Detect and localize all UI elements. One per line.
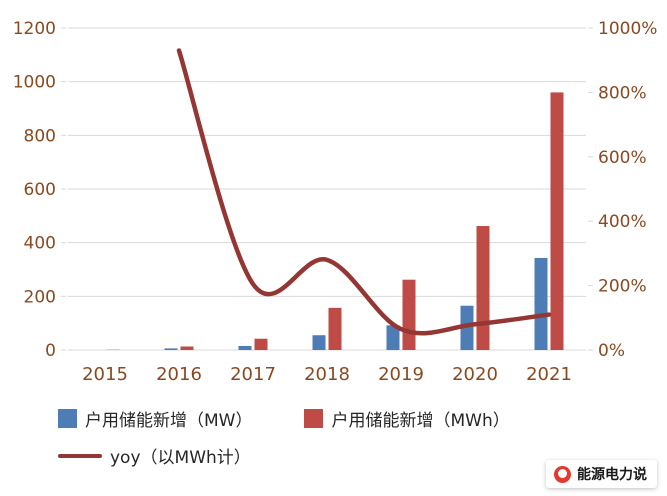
legend-label-mwh: 户用储能新增（MWh） bbox=[331, 411, 510, 431]
left-axis-tick-label: 200 bbox=[24, 287, 56, 307]
yoy-line bbox=[176, 48, 552, 336]
bar-mw bbox=[164, 348, 178, 350]
legend-row-bars: 户用储能新增（MW） 户用储能新增（MWh） bbox=[58, 406, 510, 431]
bar-mw bbox=[460, 305, 474, 350]
x-axis-label: 2018 bbox=[304, 364, 350, 385]
x-axis-label: 2015 bbox=[82, 364, 128, 385]
left-axis-tick-label: 800 bbox=[24, 126, 56, 146]
x-axis-label: 2020 bbox=[452, 364, 498, 385]
brand-name: 能源电力说 bbox=[577, 467, 647, 483]
legend-label-yoy: yoy（以MWh计） bbox=[110, 448, 251, 468]
right-axis-tick-label: 200% bbox=[598, 277, 647, 297]
left-axis-tick-label: 0 bbox=[45, 341, 56, 361]
chart-legend: 户用储能新增（MW） 户用储能新增（MWh） yoy（以MWh计） bbox=[58, 406, 510, 468]
brand-logo-icon bbox=[554, 465, 571, 483]
legend-label-mw: 户用储能新增（MW） bbox=[85, 411, 253, 431]
bar-mwh bbox=[550, 92, 564, 351]
legend-row-line: yoy（以MWh计） bbox=[58, 443, 510, 468]
legend-swatch-mwh-bar bbox=[304, 409, 324, 428]
legend-swatch-yoy-line bbox=[58, 453, 102, 458]
bar-mwh bbox=[328, 307, 342, 350]
legend-swatch-mw-bar bbox=[58, 409, 77, 428]
combo-chart: 0 200 400 600 800 1000 1200 0% 200% 400% 600% 800% 1… bbox=[13, 19, 658, 385]
legend-item-mw: 户用储能新增（MW） bbox=[58, 406, 252, 431]
right-axis-tick-label: 400% bbox=[598, 212, 647, 232]
bar-mwh bbox=[402, 279, 416, 350]
brand-watermark: 能源电力说 bbox=[546, 460, 657, 488]
legend-item-yoy: yoy（以MWh计） bbox=[58, 443, 251, 468]
right-axis-tick-label: 600% bbox=[598, 148, 647, 168]
bar-mw bbox=[534, 257, 548, 350]
right-axis-tick-label: 800% bbox=[598, 83, 647, 103]
left-axis-tick-label: 400 bbox=[24, 234, 56, 254]
left-axis-tick-label: 600 bbox=[24, 180, 56, 200]
left-axis-tick-label: 1000 bbox=[13, 73, 56, 93]
bar-mwh bbox=[476, 226, 490, 350]
bar-mwh bbox=[254, 338, 268, 350]
bar-mw bbox=[238, 345, 252, 350]
left-axis-tick-label: 1200 bbox=[13, 19, 56, 39]
x-axis-label: 2019 bbox=[378, 364, 424, 385]
bar-mwh bbox=[180, 346, 194, 350]
x-axis-label: 2021 bbox=[526, 364, 572, 385]
right-axis-tick-label: 1000% bbox=[598, 19, 657, 39]
bar-mw bbox=[312, 335, 326, 350]
right-axis-tick-label: 0% bbox=[598, 341, 625, 361]
x-axis-label: 2016 bbox=[156, 364, 202, 385]
legend-item-mwh: 户用储能新增（MWh） bbox=[304, 406, 510, 431]
bar-mw bbox=[386, 325, 400, 350]
x-axis-label: 2017 bbox=[230, 364, 276, 385]
